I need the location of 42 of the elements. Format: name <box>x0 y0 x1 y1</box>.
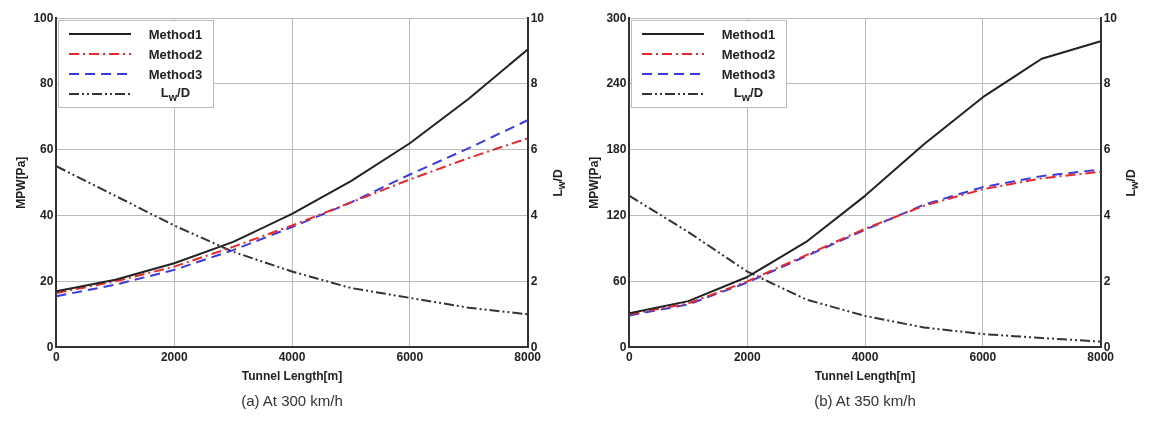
y-tick-label: 60 <box>613 273 627 288</box>
x-tick-label: 2000 <box>733 349 761 364</box>
legend-label: L$_{w}$/D <box>732 85 765 103</box>
x-tick-label: 6000 <box>396 349 424 364</box>
y-tick-label: 100 <box>33 10 54 25</box>
y2-tick-label: 8 <box>530 76 538 91</box>
legend-label: L$_{w}$/D <box>159 85 192 103</box>
y-tick-label: 0 <box>46 339 54 354</box>
x-axis-title: Tunnel Length[m] <box>814 369 916 384</box>
x-tick-label: 4000 <box>851 349 879 364</box>
y-tick-label: 0 <box>619 339 627 354</box>
y2-tick-label: 6 <box>530 142 538 157</box>
y-tick-label: 60 <box>40 142 54 157</box>
y2-tick-label: 8 <box>1103 76 1111 91</box>
x-tick-label: 6000 <box>969 349 997 364</box>
y2-tick-label: 2 <box>530 273 538 288</box>
legend-label: Method2 <box>147 46 204 62</box>
legend-label: Method1 <box>147 26 204 42</box>
y-tick-label: 180 <box>606 142 627 157</box>
y-axis-title: MPW[Pa] <box>586 156 601 209</box>
y-tick-label: 40 <box>40 207 54 222</box>
legend-label: Method1 <box>720 26 777 42</box>
y-tick-label: 80 <box>40 76 54 91</box>
y-tick-label: 20 <box>40 273 54 288</box>
y-tick-label: 240 <box>606 76 627 91</box>
legend-label: Method3 <box>720 66 777 82</box>
y2-tick-label: 6 <box>1103 142 1111 157</box>
x-axis-title: Tunnel Length[m] <box>241 369 343 384</box>
y2-tick-label: 4 <box>1103 207 1111 222</box>
legend-label: Method2 <box>720 46 777 62</box>
y2-tick-label: 10 <box>530 10 545 25</box>
y-axis-title: MPW[Pa] <box>13 156 28 209</box>
y2-tick-label: 4 <box>530 207 538 222</box>
y-tick-label: 300 <box>606 10 627 25</box>
text: (b) At 350 km/h <box>813 392 917 409</box>
x-tick-label: 2000 <box>160 349 188 364</box>
y2-tick-label: 2 <box>1103 273 1111 288</box>
x-tick-label: 4000 <box>278 349 306 364</box>
y-tick-label: 120 <box>606 207 627 222</box>
y2-tick-label: 10 <box>1103 10 1118 25</box>
legend-label: Method3 <box>147 66 204 82</box>
text: (a) At 300 km/h <box>240 392 344 409</box>
